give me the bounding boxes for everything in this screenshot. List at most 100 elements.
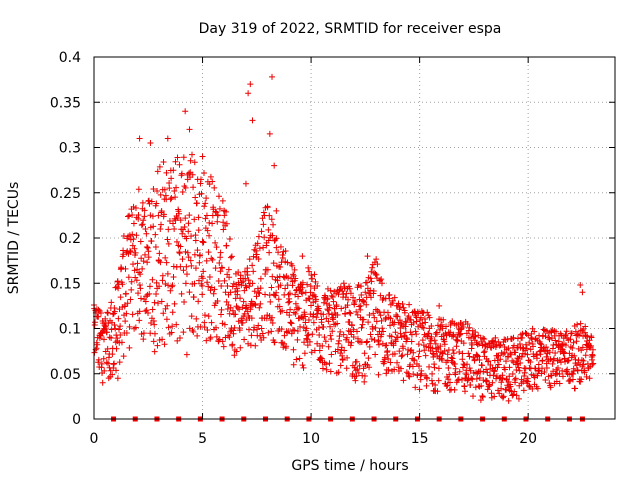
y-tick-label: 0.2 (59, 231, 81, 247)
data-point (265, 226, 272, 233)
data-point (472, 333, 479, 340)
data-point (486, 382, 493, 389)
data-point (268, 328, 275, 335)
data-point (455, 376, 462, 383)
data-point (255, 256, 262, 263)
data-point (170, 167, 177, 174)
data-point (476, 374, 483, 381)
data-point (189, 171, 196, 178)
data-point (337, 362, 344, 369)
data-point (531, 328, 538, 335)
data-point (385, 366, 392, 373)
data-point (144, 259, 151, 266)
y-tick-label: 0.15 (50, 276, 81, 292)
data-point (217, 268, 224, 275)
data-point (366, 343, 373, 350)
data-point (573, 338, 580, 345)
data-point (581, 369, 588, 376)
data-point (157, 259, 164, 266)
data-point (379, 325, 386, 332)
data-point (171, 225, 178, 232)
data-point (534, 372, 541, 379)
data-point (480, 349, 487, 356)
data-point (407, 316, 414, 323)
data-point (499, 375, 506, 382)
data-point (394, 359, 401, 366)
data-point (114, 278, 121, 285)
data-point (167, 196, 174, 203)
data-point (136, 135, 143, 142)
data-point (530, 343, 537, 350)
data-point (510, 334, 517, 341)
data-point (226, 334, 233, 341)
data-point (589, 346, 596, 353)
data-point (225, 332, 232, 339)
data-point (129, 261, 136, 268)
data-point (188, 313, 195, 320)
data-point (140, 217, 147, 224)
data-point (371, 314, 378, 321)
data-point (214, 297, 221, 304)
data-point (114, 375, 121, 382)
data-point (522, 341, 529, 348)
data-point (501, 349, 508, 356)
data-point (374, 261, 381, 268)
data-point (387, 315, 394, 322)
data-point (250, 253, 257, 260)
data-point (131, 267, 138, 274)
data-point (292, 300, 299, 307)
data-point (125, 274, 132, 281)
data-point (136, 308, 143, 315)
data-point (520, 387, 527, 394)
data-point (572, 385, 579, 392)
data-point (360, 365, 367, 372)
data-point (149, 306, 156, 313)
data-point (203, 337, 210, 344)
data-point (139, 265, 146, 272)
data-point (468, 335, 475, 342)
data-point (140, 336, 147, 343)
data-point (532, 336, 539, 343)
data-point (340, 280, 347, 287)
data-point (506, 364, 513, 371)
data-point (135, 186, 142, 193)
data-point (138, 255, 145, 262)
data-point (514, 335, 521, 342)
data-point (522, 365, 529, 372)
data-point (156, 283, 163, 290)
data-point (200, 169, 207, 176)
data-point (456, 368, 463, 375)
data-point (258, 325, 265, 332)
data-point (383, 370, 390, 377)
data-point (240, 298, 247, 305)
data-point (150, 338, 157, 345)
data-point (139, 199, 146, 206)
y-tick-label: 0.05 (50, 367, 81, 383)
data-point (345, 296, 352, 303)
data-point (183, 271, 190, 278)
data-point (299, 253, 306, 260)
data-point (252, 342, 259, 349)
data-point (503, 358, 510, 365)
data-point (253, 293, 260, 300)
data-point (190, 328, 197, 335)
data-point (254, 326, 261, 333)
data-point (104, 310, 111, 317)
data-point (350, 333, 357, 340)
data-point (443, 332, 450, 339)
data-point (128, 286, 135, 293)
data-point (391, 350, 398, 357)
data-point (571, 352, 578, 359)
data-point (206, 232, 213, 239)
data-point (577, 320, 584, 327)
data-point (193, 200, 200, 207)
data-point (423, 382, 430, 389)
data-point (327, 323, 334, 330)
data-point (494, 364, 501, 371)
data-point (329, 328, 336, 335)
data-point (512, 375, 519, 382)
data-point (373, 271, 380, 278)
data-point (153, 200, 160, 207)
data-point (259, 330, 266, 337)
data-point (498, 385, 505, 392)
